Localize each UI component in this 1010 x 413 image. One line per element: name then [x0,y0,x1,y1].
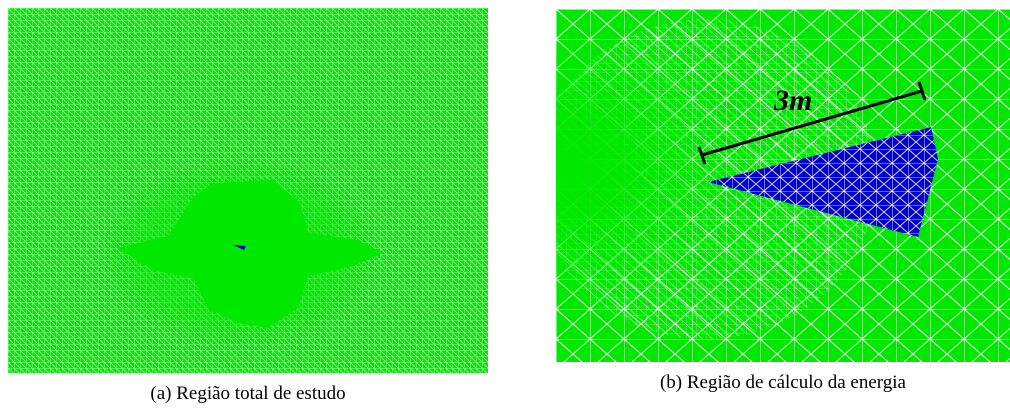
caption-b: (b) Região de cálculo da energia [659,372,906,393]
mesh-svg-a [8,8,488,373]
mesh-image-energy-region: 3m [556,9,1010,362]
mesh-transition-zone-a [100,158,380,348]
scale-bar [697,81,927,165]
scale-bar-label: 3m [773,84,812,117]
panel-a-total-study-region [8,8,488,373]
mesh-svg-b: 3m [556,9,1010,362]
mesh-refined-zone-b [556,9,866,344]
caption-a: (a) Região total de estudo [150,383,346,404]
energy-region-marker-a [233,245,246,250]
mesh-image-total-region [8,8,488,373]
panel-b-energy-calculation-region: 3m [556,9,1010,362]
